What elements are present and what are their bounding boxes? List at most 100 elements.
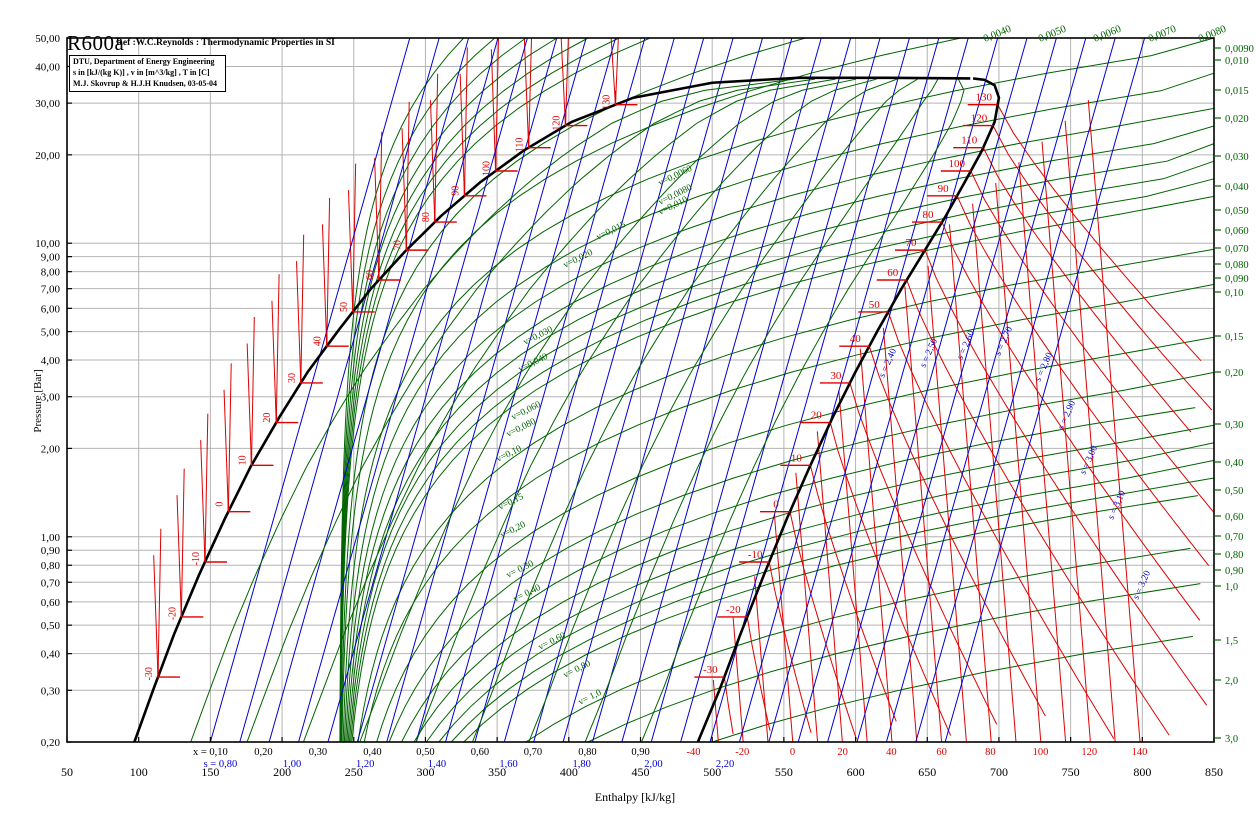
isotherm-liquid [296,261,302,383]
isentrope-line [650,37,852,743]
volume-axis-label: 0,080 [1225,260,1249,271]
quality-tick-label: 0,80 [578,747,596,758]
volume-axis-label: 0,80 [1225,550,1243,561]
quality-line [190,78,795,743]
isotherm-label-vapor: 130 [975,92,992,104]
quality-line [641,78,965,743]
volume-axis-top-label: 0,0070 [1147,24,1178,45]
temperature-tick-label: 60 [936,747,947,758]
isotherm-label-liquid: -30 [144,667,155,680]
y-tick-label: 8,00 [41,267,61,279]
saturated-vapor-line [696,77,1001,743]
quality-line [471,78,898,743]
x-tick-label: 350 [488,765,506,779]
isentrope-label: s = 2,50 [919,337,941,369]
y-tick-label: 4,00 [41,355,61,367]
isentrope-line [533,37,734,743]
y-tick-label: 3,00 [41,392,61,404]
entropy-tick-label: 2,20 [716,759,734,770]
y-tick-label: 50,00 [35,33,60,45]
volume-axis-label: 3,0 [1225,734,1238,745]
y-tick-label: 0,90 [41,545,61,557]
isentrope-line [885,37,1087,743]
isotherm-label-liquid: 10 [237,455,248,465]
quality-tick-label: 0,70 [524,747,542,758]
isotherm-label-liquid: 60 [365,270,376,280]
isotherm-label-vapor: 120 [971,113,988,125]
isotherm-label-vapor: 50 [869,299,881,311]
temperature-tick-label: 20 [837,747,848,758]
isotherm-vapor [789,511,857,740]
x-tick-label: 750 [1062,765,1080,779]
isotherm-liquid [347,190,354,312]
isotherm-superheat [948,224,992,743]
temperature-tick-label: -20 [735,747,749,758]
quality-tick-label: 0,50 [416,747,434,758]
y-axis-title: Pressure [Bar] [32,369,44,433]
isochore-label: v=0,020 [562,248,595,271]
isotherm-label-liquid: 80 [421,212,432,222]
page-title: R600a [67,31,125,55]
temperature-tick-label: 40 [886,747,897,758]
isotherm-subcooled [227,363,232,512]
y-tick-label: 5,00 [41,327,61,339]
y-tick-label: 9,00 [41,252,61,264]
isentrope-label: s = 2,90 [1057,399,1079,431]
isotherm-label-vapor: -30 [703,664,718,676]
isotherm-vapor [887,311,1115,739]
isotherm-superheat [972,203,1017,743]
x-tick-label: 800 [1133,765,1151,779]
isentrope-line [738,37,940,743]
isotherm-vapor [956,195,1210,566]
isentrope-line [209,37,411,743]
isotherm-vapor [868,346,1046,717]
isotherm-label-vapor: 70 [905,237,917,249]
isentrope-line [944,37,1146,743]
x-tick-label: 850 [1205,765,1223,779]
quality-line [359,78,857,743]
isentrope-line [356,37,558,743]
isotherm-label-vapor: 60 [887,267,899,279]
quality-line [246,78,816,743]
isentrope-label: s = 2,80 [1034,351,1056,383]
isotherm-label-vapor: 40 [850,333,862,345]
isotherm-superheat [995,182,1042,743]
quality-line [302,78,836,743]
isentrope-line [445,37,646,743]
isentrope-line [915,37,1116,743]
x-tick-label: 400 [560,765,578,779]
isentrope-line [474,37,675,743]
isochore-line [438,459,1215,743]
volume-axis-label: 0,15 [1225,332,1243,343]
quality-line-layer [190,78,965,743]
y-tick-label: 30,00 [35,98,60,110]
isochore-line [401,407,1196,743]
entropy-tick-label: 1,00 [283,759,301,770]
volume-axis-label: 0,30 [1225,420,1243,431]
y-tick-label: 0,20 [41,737,61,749]
isotherm-subcooled [378,131,383,281]
isochore-line [388,371,1215,743]
isochore-line [363,283,1215,743]
isotherm-subcooled [157,528,162,678]
isochore-line [339,37,496,743]
isotherm-superheat [816,431,843,743]
volume-axis-top-label: 0,0050 [1037,24,1068,45]
saturation-dome-layer [133,76,1001,743]
isotherm-subcooled [300,234,305,383]
isentrope-label: s = 3,20 [1132,569,1154,601]
isotherm-vapor [941,221,1201,621]
y-tick-label: 6,00 [41,303,61,315]
x-tick-label: 700 [990,765,1008,779]
isotherm-superheat [732,617,744,743]
isotherm-subcooled [528,37,532,148]
temperature-tick-label: 140 [1132,747,1148,758]
credit-line-2: s in [kJ/(kg K)] , v in [m^3/kg] , T in … [73,68,210,78]
volume-axis-label: 0,050 [1225,206,1249,217]
temperature-tick-label: 80 [985,747,996,758]
isotherm-liquid [223,389,229,512]
isotherm-vapor [997,104,1202,362]
isentrope-line [503,37,705,743]
